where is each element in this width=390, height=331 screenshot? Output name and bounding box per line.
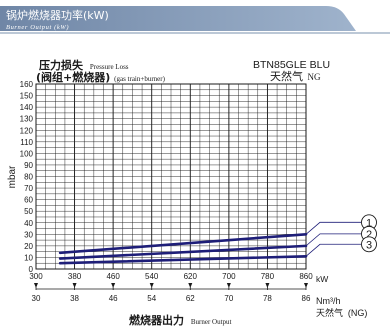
y-tick-label: 150 [20,92,34,101]
x2-axis-label-en: (NG) [348,308,368,318]
y-tick-label: 50 [24,207,33,216]
x2-axis-unit: Nm³/h [316,296,341,306]
y-tick-label: 130 [20,115,34,124]
y-tick-label: 20 [24,242,33,251]
series-leader-line [305,233,361,247]
x-tick-arrow [304,283,308,288]
x-tick-arrow [149,283,154,288]
x-tick-label: 300 [29,272,43,281]
y-tick-label: 90 [24,161,33,170]
y-tick-label: 120 [20,126,34,135]
x-axis-ticks: 300 380 460 540 620 700 780 860 [29,272,313,290]
x2-tick-label: 54 [147,294,156,303]
series-line-3 [58,254,308,265]
x2-axis-ticks: 30 38 46 54 62 70 78 86 [32,294,311,303]
x2-tick-label: 62 [186,294,195,303]
svg-text:燃烧器出力 Burner Output: 燃烧器出力 Burner Output [128,313,232,327]
y-tick-label: 110 [20,138,33,147]
y-tick-label: 80 [24,173,33,182]
chart-title-en: Pressure Loss [90,63,129,71]
x-tick-label: 380 [68,272,82,281]
series-leader-line [305,221,361,235]
y-tick-label: 30 [24,230,33,239]
x-tick-arrow [111,283,116,288]
x-axis-label-cn: 燃烧器出力 [128,313,184,327]
x2-tick-label: 86 [302,294,311,303]
y-tick-label: 40 [24,219,33,228]
y-tick-label: 70 [24,184,33,193]
header-background [0,6,356,31]
x-tick-label: 700 [222,272,236,281]
plot-frame [35,83,307,270]
x2-axis-label-cn: 天然气 [316,307,343,319]
fuel-label-en: NG [308,72,321,82]
x-tick-label: 780 [261,272,275,281]
header-subtitle: Burner Output (kW) [6,24,69,31]
grid [35,83,307,270]
x2-tick-label: 30 [32,294,41,303]
y-axis-label: mbar [7,165,18,188]
x-tick-arrow [188,283,193,288]
fuel-label-cn: 天然气 [270,69,303,83]
series-markers: 123 [305,214,377,257]
svg-text:(阀组+燃烧器) (gas train+burn: (阀组+燃烧器) (gas train+burner) [36,70,166,84]
y-tick-label: 10 [24,253,33,262]
series-leader-line [305,243,361,257]
chart-title-block: 压力损失 Pressure Loss (阀组+燃烧器) (gas train+b… [36,58,330,84]
y-tick-label: 140 [20,103,34,112]
svg-text:压力损失 Pressure Loss: 压力损失 Pressure Loss [39,58,129,72]
header-title: 锅炉燃烧器功率(kW) [6,8,109,22]
series-lines [58,233,308,265]
y-axis-ticks: 0 10 20 30 40 50 60 70 80 90 100 110 120 130 140 150 160 [20,80,34,274]
x-tick-arrow [72,283,77,288]
chart-subtitle-cn: (阀组+燃烧器) [36,70,110,84]
x2-tick-label: 38 [70,294,79,303]
series-marker-label: 1 [366,217,372,229]
header-banner: 锅炉燃烧器功率(kW) Burner Output (kW) [0,6,390,34]
x-tick-arrow [226,283,231,288]
x2-tick-label: 78 [263,294,272,303]
svg-text:天然气 (NG): 天然气 (NG) [316,307,367,319]
x-tick-arrow [34,283,38,288]
chart-subtitle-en: (gas train+burner) [114,75,165,83]
x-tick-label: 860 [299,272,313,281]
series-marker-label: 2 [366,229,372,241]
x-tick-arrow [265,283,270,288]
series-line-2 [58,244,308,260]
svg-text:天然气 NG: 天然气 NG [270,69,321,83]
series-line-1 [58,233,308,255]
x-tick-label: 540 [145,272,159,281]
x2-tick-label: 46 [109,294,118,303]
series-marker-label: 3 [366,239,372,251]
y-tick-label: 60 [24,196,33,205]
x2-tick-label: 70 [224,294,233,303]
x-axis-label-en: Burner Output [191,318,232,326]
model-label: BTN85GLE BLU [253,59,330,71]
x-tick-label: 620 [184,272,198,281]
y-tick-label: 0 [29,265,34,274]
x-tick-label: 460 [106,272,120,281]
x-axis-unit: kW [316,274,328,284]
chart-title-cn: 压力损失 [39,58,84,72]
series-marker-circle [361,236,377,253]
y-tick-label: 160 [20,80,34,89]
y-tick-label: 100 [20,149,34,158]
